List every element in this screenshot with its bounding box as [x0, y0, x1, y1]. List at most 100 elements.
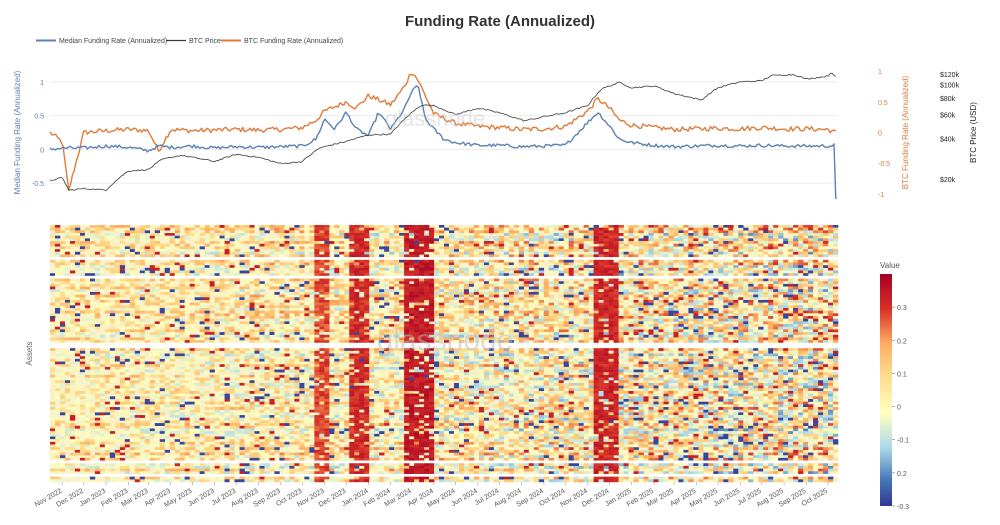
heatmap-cell [708, 305, 713, 308]
heatmap-cell [524, 249, 529, 252]
heatmap-cell [369, 257, 374, 260]
heatmap-cell [449, 233, 454, 236]
heatmap-cell [180, 236, 185, 239]
heatmap-cell [763, 311, 768, 314]
heatmap-cell [703, 273, 708, 276]
heatmap-cell [75, 292, 80, 295]
heatmap-cell [813, 305, 818, 308]
heatmap-cell [738, 238, 743, 241]
heatmap-cell [619, 313, 624, 316]
heatmap-cell [294, 311, 299, 314]
heatmap-cell [225, 287, 230, 290]
heatmap-cell [743, 228, 748, 231]
heatmap-cell [589, 228, 594, 231]
heatmap-cell [80, 276, 85, 279]
heatmap-cell [639, 246, 644, 249]
heatmap-cell [409, 271, 414, 274]
heatmap-cell [763, 238, 768, 241]
heatmap-cell [185, 230, 190, 233]
heatmap-cell [130, 246, 135, 249]
heatmap-cell [569, 244, 574, 247]
heatmap-cell [479, 228, 484, 231]
legend[interactable]: Median Funding Rate (Annualized) BTC Pri… [36, 38, 343, 45]
heatmap-cell [399, 244, 404, 247]
heatmap-cell [768, 276, 773, 279]
heatmap-cell [379, 254, 384, 257]
heatmap-cell [768, 238, 773, 241]
heatmap-cell [783, 324, 788, 327]
heatmap-cell [100, 287, 105, 290]
heatmap-cell [833, 313, 838, 316]
heatmap-cell [434, 289, 439, 292]
heatmap-cell [135, 295, 140, 298]
heatmap-cell [629, 279, 634, 282]
heatmap-cell [195, 271, 200, 274]
heatmap-cell [738, 244, 743, 247]
heatmap-cell [329, 319, 334, 322]
heatmap-cell [135, 324, 140, 327]
heatmap-cell [788, 281, 793, 284]
heatmap-cell [274, 319, 279, 322]
heatmap-cell [758, 228, 763, 231]
heatmap-cell [309, 276, 314, 279]
heatmap-cell [743, 316, 748, 319]
heatmap-cell [100, 295, 105, 298]
heatmap-cell [80, 238, 85, 241]
heatmap-cell [245, 308, 250, 311]
heatmap-cell [639, 295, 644, 298]
heatmap-cell [773, 292, 778, 295]
heatmap-cell [738, 300, 743, 303]
heatmap-cell [783, 316, 788, 319]
heatmap-cell [389, 305, 394, 308]
heatmap-cell [474, 254, 479, 257]
heatmap-cell [364, 273, 369, 276]
heatmap-cell [738, 287, 743, 290]
heatmap-cell [474, 241, 479, 244]
heatmap-cell [324, 303, 329, 306]
heatmap-cell [808, 230, 813, 233]
heatmap-cell [783, 311, 788, 314]
heatmap-cell [683, 228, 688, 231]
heatmap-cell [359, 297, 364, 300]
heatmap-cell [609, 268, 614, 271]
heatmap-cell [135, 257, 140, 260]
heatmap-cell [339, 308, 344, 311]
heatmap-cell [519, 303, 524, 306]
heatmap-cell [389, 297, 394, 300]
heatmap-cell [85, 273, 90, 276]
heatmap-cell [424, 276, 429, 279]
heatmap-cell [559, 228, 564, 231]
heatmap-cell [624, 230, 629, 233]
heatmap-cell [803, 238, 808, 241]
heatmap-cell [643, 254, 648, 257]
heatmap-cell [215, 324, 220, 327]
heatmap-cell [434, 271, 439, 274]
heatmap-cell [339, 238, 344, 241]
heatmap-cell [663, 308, 668, 311]
heatmap-cell [529, 292, 534, 295]
heatmap-cell [708, 225, 713, 228]
heatmap-cell [678, 271, 683, 274]
heatmap-cell [604, 292, 609, 295]
heatmap-cell [534, 233, 539, 236]
heatmap-cell [833, 289, 838, 292]
heatmap-cell [813, 321, 818, 324]
heatmap-cell [534, 300, 539, 303]
heatmap-cell [738, 260, 743, 263]
heatmap-cell [140, 260, 145, 263]
heatmap-cell [733, 257, 738, 260]
heatmap-cell [424, 284, 429, 287]
heatmap-cell [289, 257, 294, 260]
heatmap-cell [758, 295, 763, 298]
heatmap-cell [125, 257, 130, 260]
heatmap-cell [509, 249, 514, 252]
heatmap-cell [364, 295, 369, 298]
heatmap-cell [758, 305, 763, 308]
heatmap-cell [643, 279, 648, 282]
heatmap-cell [519, 233, 524, 236]
heatmap-cell [284, 246, 289, 249]
heatmap-cell [604, 238, 609, 241]
heatmap-cell [698, 316, 703, 319]
heatmap-cell [334, 284, 339, 287]
heatmap-cell [718, 321, 723, 324]
